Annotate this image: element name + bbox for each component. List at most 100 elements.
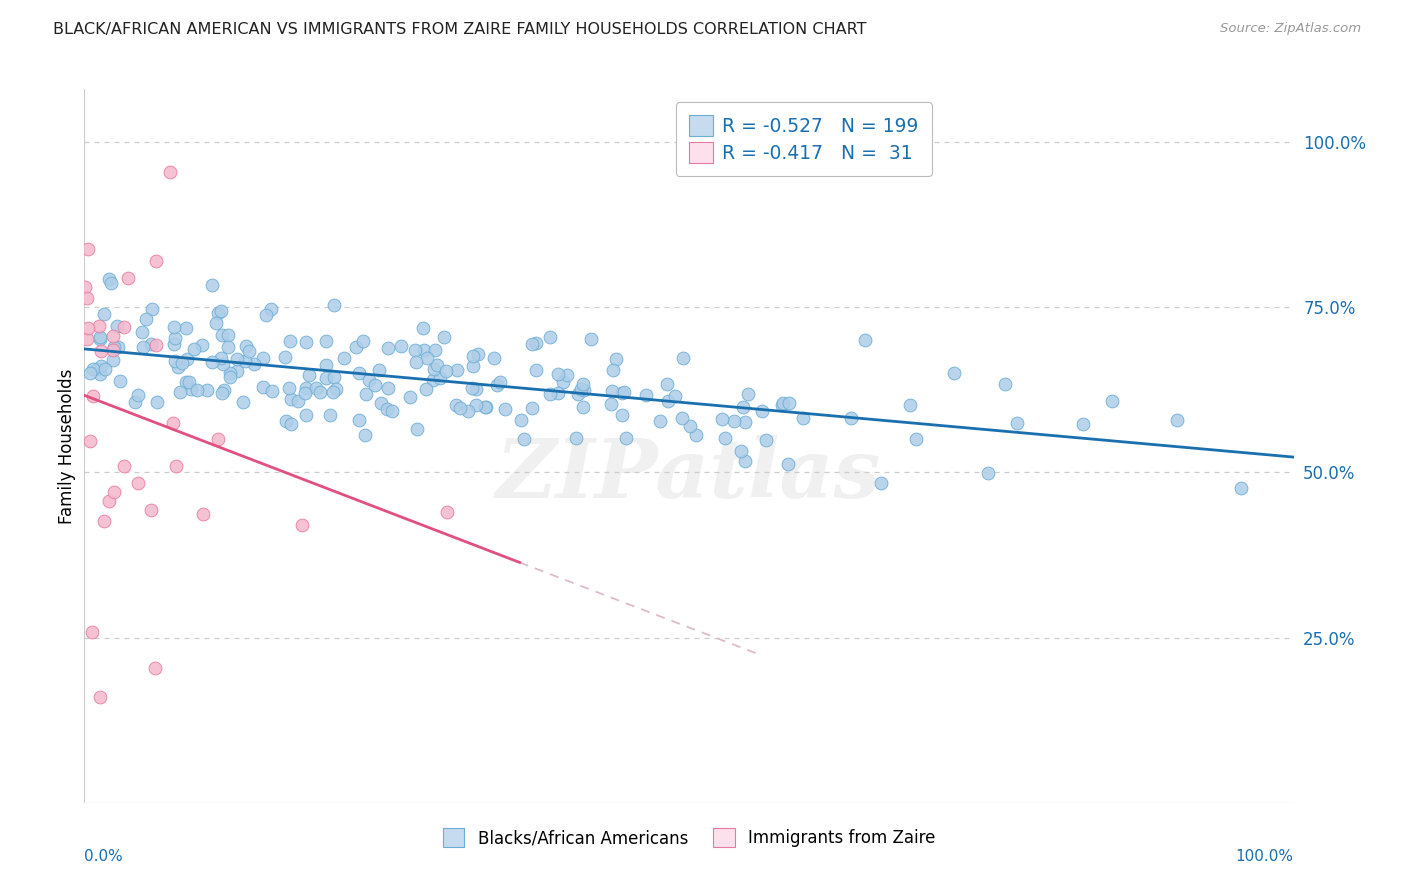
Point [461, 350, 484, 364]
Point [204, 316, 226, 330]
Point [465, 398, 488, 412]
Point [436, 505, 458, 519]
Point [82, 625, 104, 640]
Point [524, 336, 547, 351]
Point [1005, 417, 1028, 431]
Point [252, 380, 274, 394]
Point [839, 410, 862, 425]
Point [174, 375, 197, 389]
Point [165, 458, 187, 473]
Point [315, 334, 337, 349]
Point [367, 363, 389, 377]
Point [291, 518, 314, 533]
Point [76, 321, 98, 335]
Point [101, 329, 124, 343]
Point [730, 443, 752, 458]
Point [457, 404, 479, 418]
Point [163, 354, 186, 368]
Point [219, 370, 242, 384]
Point [139, 337, 162, 351]
Point [112, 320, 135, 334]
Point [564, 431, 586, 445]
Point [1166, 413, 1188, 427]
Point [274, 350, 297, 364]
Point [547, 367, 569, 381]
Point [163, 319, 186, 334]
Point [567, 387, 589, 401]
Point [405, 422, 427, 436]
Point [101, 352, 124, 367]
Point [555, 368, 578, 382]
Point [260, 384, 283, 398]
Point [180, 382, 202, 396]
Point [612, 385, 634, 400]
Point [474, 400, 496, 414]
Point [103, 340, 125, 354]
Point [254, 308, 277, 322]
Point [485, 378, 508, 392]
Point [141, 302, 163, 317]
Point [100, 276, 122, 290]
Point [79, 434, 101, 449]
Point [347, 366, 370, 380]
Point [209, 304, 232, 318]
Point [538, 330, 561, 344]
Point [176, 351, 198, 366]
Point [904, 432, 927, 446]
Point [405, 355, 427, 369]
Point [127, 388, 149, 402]
Point [139, 502, 162, 516]
Point [943, 366, 966, 380]
Point [612, 409, 634, 423]
Point [461, 381, 484, 395]
Point [238, 344, 260, 359]
Point [389, 339, 412, 353]
Point [449, 401, 471, 416]
Point [325, 382, 347, 396]
Point [145, 254, 167, 268]
Point [467, 347, 489, 361]
Point [1230, 482, 1253, 496]
Point [212, 383, 235, 397]
Point [405, 343, 427, 358]
Point [446, 363, 468, 377]
Point [377, 401, 399, 416]
Point [218, 367, 240, 381]
Point [377, 381, 399, 395]
Point [489, 375, 512, 389]
Point [377, 341, 399, 355]
Point [776, 458, 799, 472]
Point [679, 419, 702, 434]
Point [602, 363, 624, 377]
Point [131, 325, 153, 339]
Point [636, 388, 658, 402]
Point [89, 319, 111, 334]
Point [734, 454, 756, 468]
Point [103, 484, 125, 499]
Point [294, 386, 316, 401]
Point [370, 396, 392, 410]
Point [211, 385, 233, 400]
Point [976, 466, 998, 480]
Point [520, 401, 543, 415]
Point [344, 340, 367, 354]
Point [304, 381, 326, 395]
Point [612, 384, 634, 399]
Text: BLACK/AFRICAN AMERICAN VS IMMIGRANTS FROM ZAIRE FAMILY HOUSEHOLDS CORRELATION CH: BLACK/AFRICAN AMERICAN VS IMMIGRANTS FRO… [53, 22, 868, 37]
Point [354, 428, 377, 442]
Text: Source: ZipAtlas.com: Source: ZipAtlas.com [1220, 22, 1361, 36]
Point [211, 328, 233, 343]
Point [524, 363, 547, 377]
Point [207, 432, 229, 446]
Point [97, 272, 120, 286]
Point [349, 412, 371, 426]
Point [79, 366, 101, 380]
Point [167, 359, 190, 374]
Point [423, 343, 446, 357]
Y-axis label: Family Households: Family Households [58, 368, 76, 524]
Point [276, 414, 298, 428]
Point [124, 395, 146, 409]
Point [89, 330, 111, 344]
Point [287, 393, 309, 408]
Point [579, 332, 602, 346]
